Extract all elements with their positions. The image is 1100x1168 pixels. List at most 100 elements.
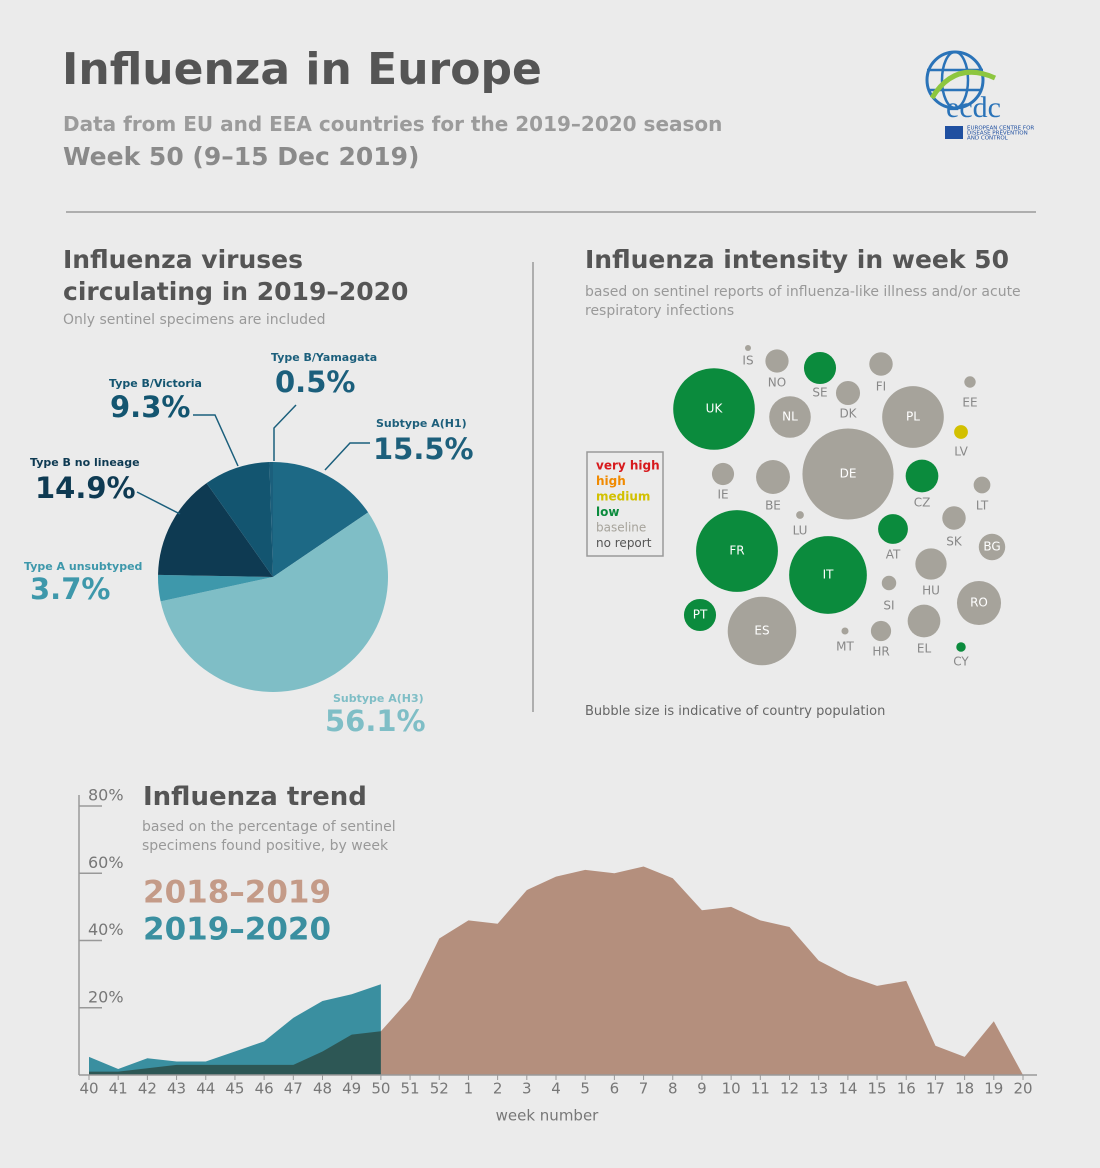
logo: ecdc EUROPEAN CENTRE FOR DISEASE PREVENT… — [925, 50, 1034, 142]
bubble — [978, 533, 1006, 561]
bubble — [803, 351, 837, 385]
logo-text: EUROPEAN CENTRE FOR — [967, 126, 1034, 132]
bubble-label: BG — [983, 540, 1000, 554]
bubble-label: BE — [765, 499, 781, 513]
bubble-label: PL — [906, 410, 920, 424]
slice-value: 0.5% — [275, 365, 355, 399]
x-axis-label: week number — [496, 1107, 600, 1125]
section-subtitle: Only sentinel specimens are included — [63, 312, 326, 328]
bubble-label: RO — [970, 596, 988, 610]
pie-slice — [158, 483, 273, 577]
bubble-label: DE — [840, 467, 857, 481]
bubble — [796, 511, 804, 519]
x-tick-label: 1 — [464, 1080, 474, 1098]
bubble — [745, 345, 751, 351]
x-tick-label: 46 — [255, 1080, 274, 1098]
slice-label: Type B/Victoria — [109, 377, 202, 390]
x-tick-label: 17 — [926, 1080, 945, 1098]
legend-entry: very high — [596, 459, 660, 473]
section-subtitle: based on the percentage of sentinel spec… — [142, 819, 396, 854]
x-tick-label: 45 — [225, 1080, 244, 1098]
bubble — [954, 425, 968, 439]
bubble — [942, 506, 966, 530]
pie-slice — [158, 574, 273, 602]
bubble-label: ES — [754, 624, 769, 638]
x-tick-label: 18 — [955, 1080, 974, 1098]
section-subtitle: based on sentinel reports of influenza-l… — [585, 284, 1021, 319]
x-tick-label: 10 — [722, 1080, 741, 1098]
bubble — [789, 536, 867, 614]
bubble — [711, 462, 735, 486]
pie-slice — [160, 512, 389, 693]
bubble-label: SE — [812, 386, 827, 400]
bubble — [915, 548, 947, 580]
bubble-label: EE — [962, 396, 977, 410]
bubble-label: FR — [729, 544, 744, 558]
bubble — [905, 459, 939, 493]
bubble — [870, 620, 892, 642]
y-tick-label: 80% — [88, 786, 124, 805]
x-tick-label: 2 — [493, 1080, 503, 1098]
leader-line — [136, 491, 181, 515]
bubble-label: PT — [693, 608, 708, 622]
bubble — [673, 368, 755, 450]
logo-text: DISEASE PREVENTION — [967, 131, 1028, 137]
slice-value: 9.3% — [110, 390, 190, 424]
bubble — [869, 352, 893, 376]
bubble-label: NL — [782, 410, 798, 424]
x-tick-label: 42 — [138, 1080, 157, 1098]
x-tick-label: 49 — [342, 1080, 361, 1098]
slice-label: Subtype A(H3) — [333, 692, 424, 705]
y-tick-label: 20% — [88, 987, 124, 1006]
page-subtitle: Data from EU and EEA countries for the 2… — [63, 112, 723, 136]
legend-entry: baseline — [596, 521, 646, 535]
area — [89, 984, 381, 1075]
bubble-label: SI — [883, 599, 894, 613]
bubble — [765, 349, 789, 373]
legend-entry: medium — [596, 490, 650, 504]
bubble — [907, 604, 941, 638]
section-title: Influenza trend — [143, 782, 367, 812]
bubble — [956, 580, 1002, 626]
slice-label: Subtype A(H1) — [376, 417, 467, 430]
pie-slice — [273, 462, 369, 577]
bubble-label: CZ — [914, 496, 931, 510]
area — [89, 866, 1023, 1075]
x-tick-label: 6 — [610, 1080, 620, 1098]
bubble — [964, 376, 976, 388]
note: Bubble size is indicative of country pop… — [585, 704, 886, 719]
slice-label: Type B/Yamagata — [271, 351, 377, 364]
bubble-label: HU — [922, 584, 940, 598]
x-tick-label: 51 — [401, 1080, 420, 1098]
bubble-label: EL — [917, 642, 932, 656]
x-tick-label: 14 — [838, 1080, 857, 1098]
logo-name: ecdc — [946, 91, 1001, 124]
section-title: Influenza viruses circulating in 2019–20… — [63, 245, 409, 306]
x-tick-label: 40 — [79, 1080, 98, 1098]
pie-slice — [269, 462, 273, 577]
y-tick-label: 40% — [88, 920, 124, 939]
x-tick-label: 13 — [809, 1080, 828, 1098]
x-tick-label: 47 — [284, 1080, 303, 1098]
bubble-label: LT — [976, 499, 989, 513]
logo-text: AND CONTROL — [967, 136, 1009, 142]
x-tick-label: 41 — [109, 1080, 128, 1098]
slice-value: 14.9% — [35, 471, 136, 505]
leader-line — [273, 404, 297, 461]
bubble-label: AT — [886, 548, 901, 562]
bubble — [727, 596, 797, 666]
legend-entry: low — [596, 505, 619, 519]
bubble — [802, 428, 894, 520]
bubble-label: IE — [717, 488, 728, 502]
x-tick-label: 16 — [897, 1080, 916, 1098]
bubble-label: MT — [836, 640, 854, 654]
legend-entry: 2019–2020 — [143, 912, 331, 948]
bubble — [881, 575, 897, 591]
bubble-label: IS — [742, 354, 753, 368]
legend-entry: high — [596, 474, 626, 488]
x-tick-label: 11 — [751, 1080, 770, 1098]
legend-box — [586, 451, 664, 557]
bubble-label: FI — [876, 380, 886, 394]
